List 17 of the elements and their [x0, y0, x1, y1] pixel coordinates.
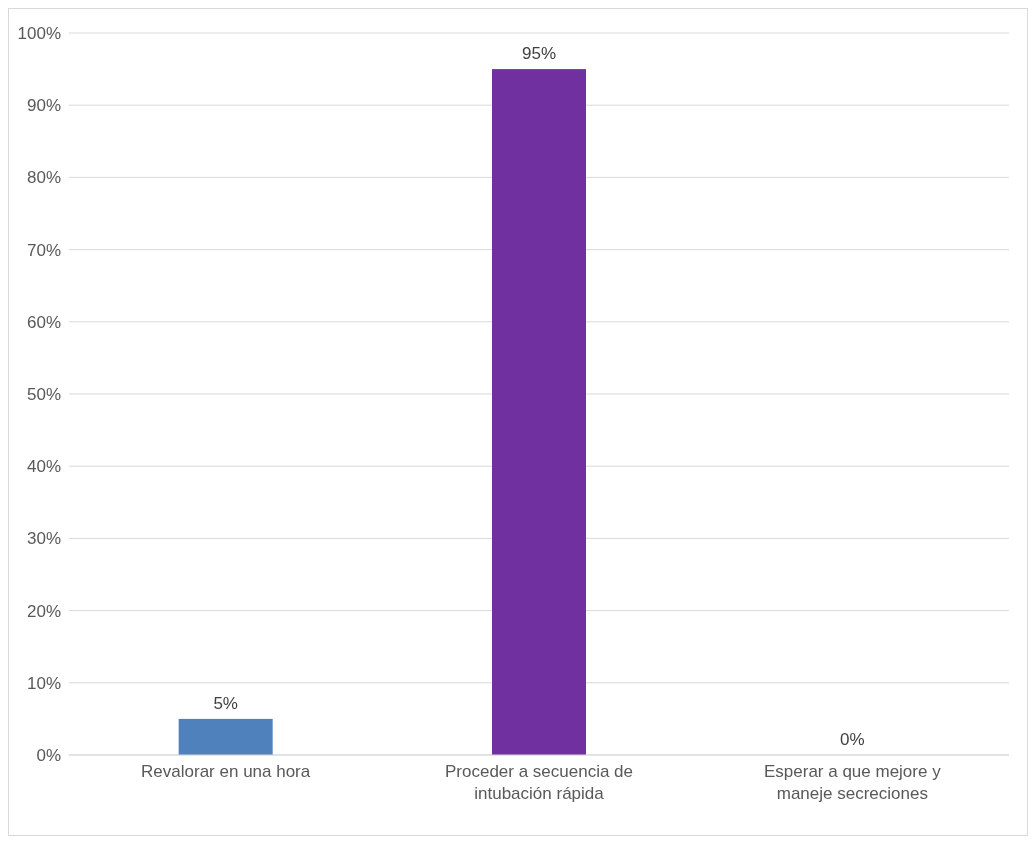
data-label: 0%	[840, 730, 865, 749]
x-tick-label: Esperar a que mejore y maneje secreciones	[763, 762, 942, 803]
y-tick-label: 40%	[26, 457, 61, 477]
y-tick-label: 10%	[26, 673, 61, 693]
y-tick-label: 70%	[26, 240, 61, 260]
y-tick-label: 30%	[26, 529, 61, 549]
x-tick-label: Revalorar en una hora	[141, 762, 311, 781]
y-tick-label: 100%	[17, 24, 61, 44]
y-tick-label: 60%	[26, 312, 61, 332]
y-tick-label: 50%	[26, 385, 61, 405]
y-tick-label: 20%	[26, 601, 61, 621]
data-label: 95%	[521, 44, 557, 64]
y-tick-label: 0%	[36, 746, 61, 766]
y-tick-label: 80%	[26, 168, 61, 188]
y-tick-label: 90%	[26, 96, 61, 116]
data-label: 5%	[213, 693, 238, 713]
x-tick-label: Proceder a secuencia de intubación rápida	[444, 762, 634, 803]
